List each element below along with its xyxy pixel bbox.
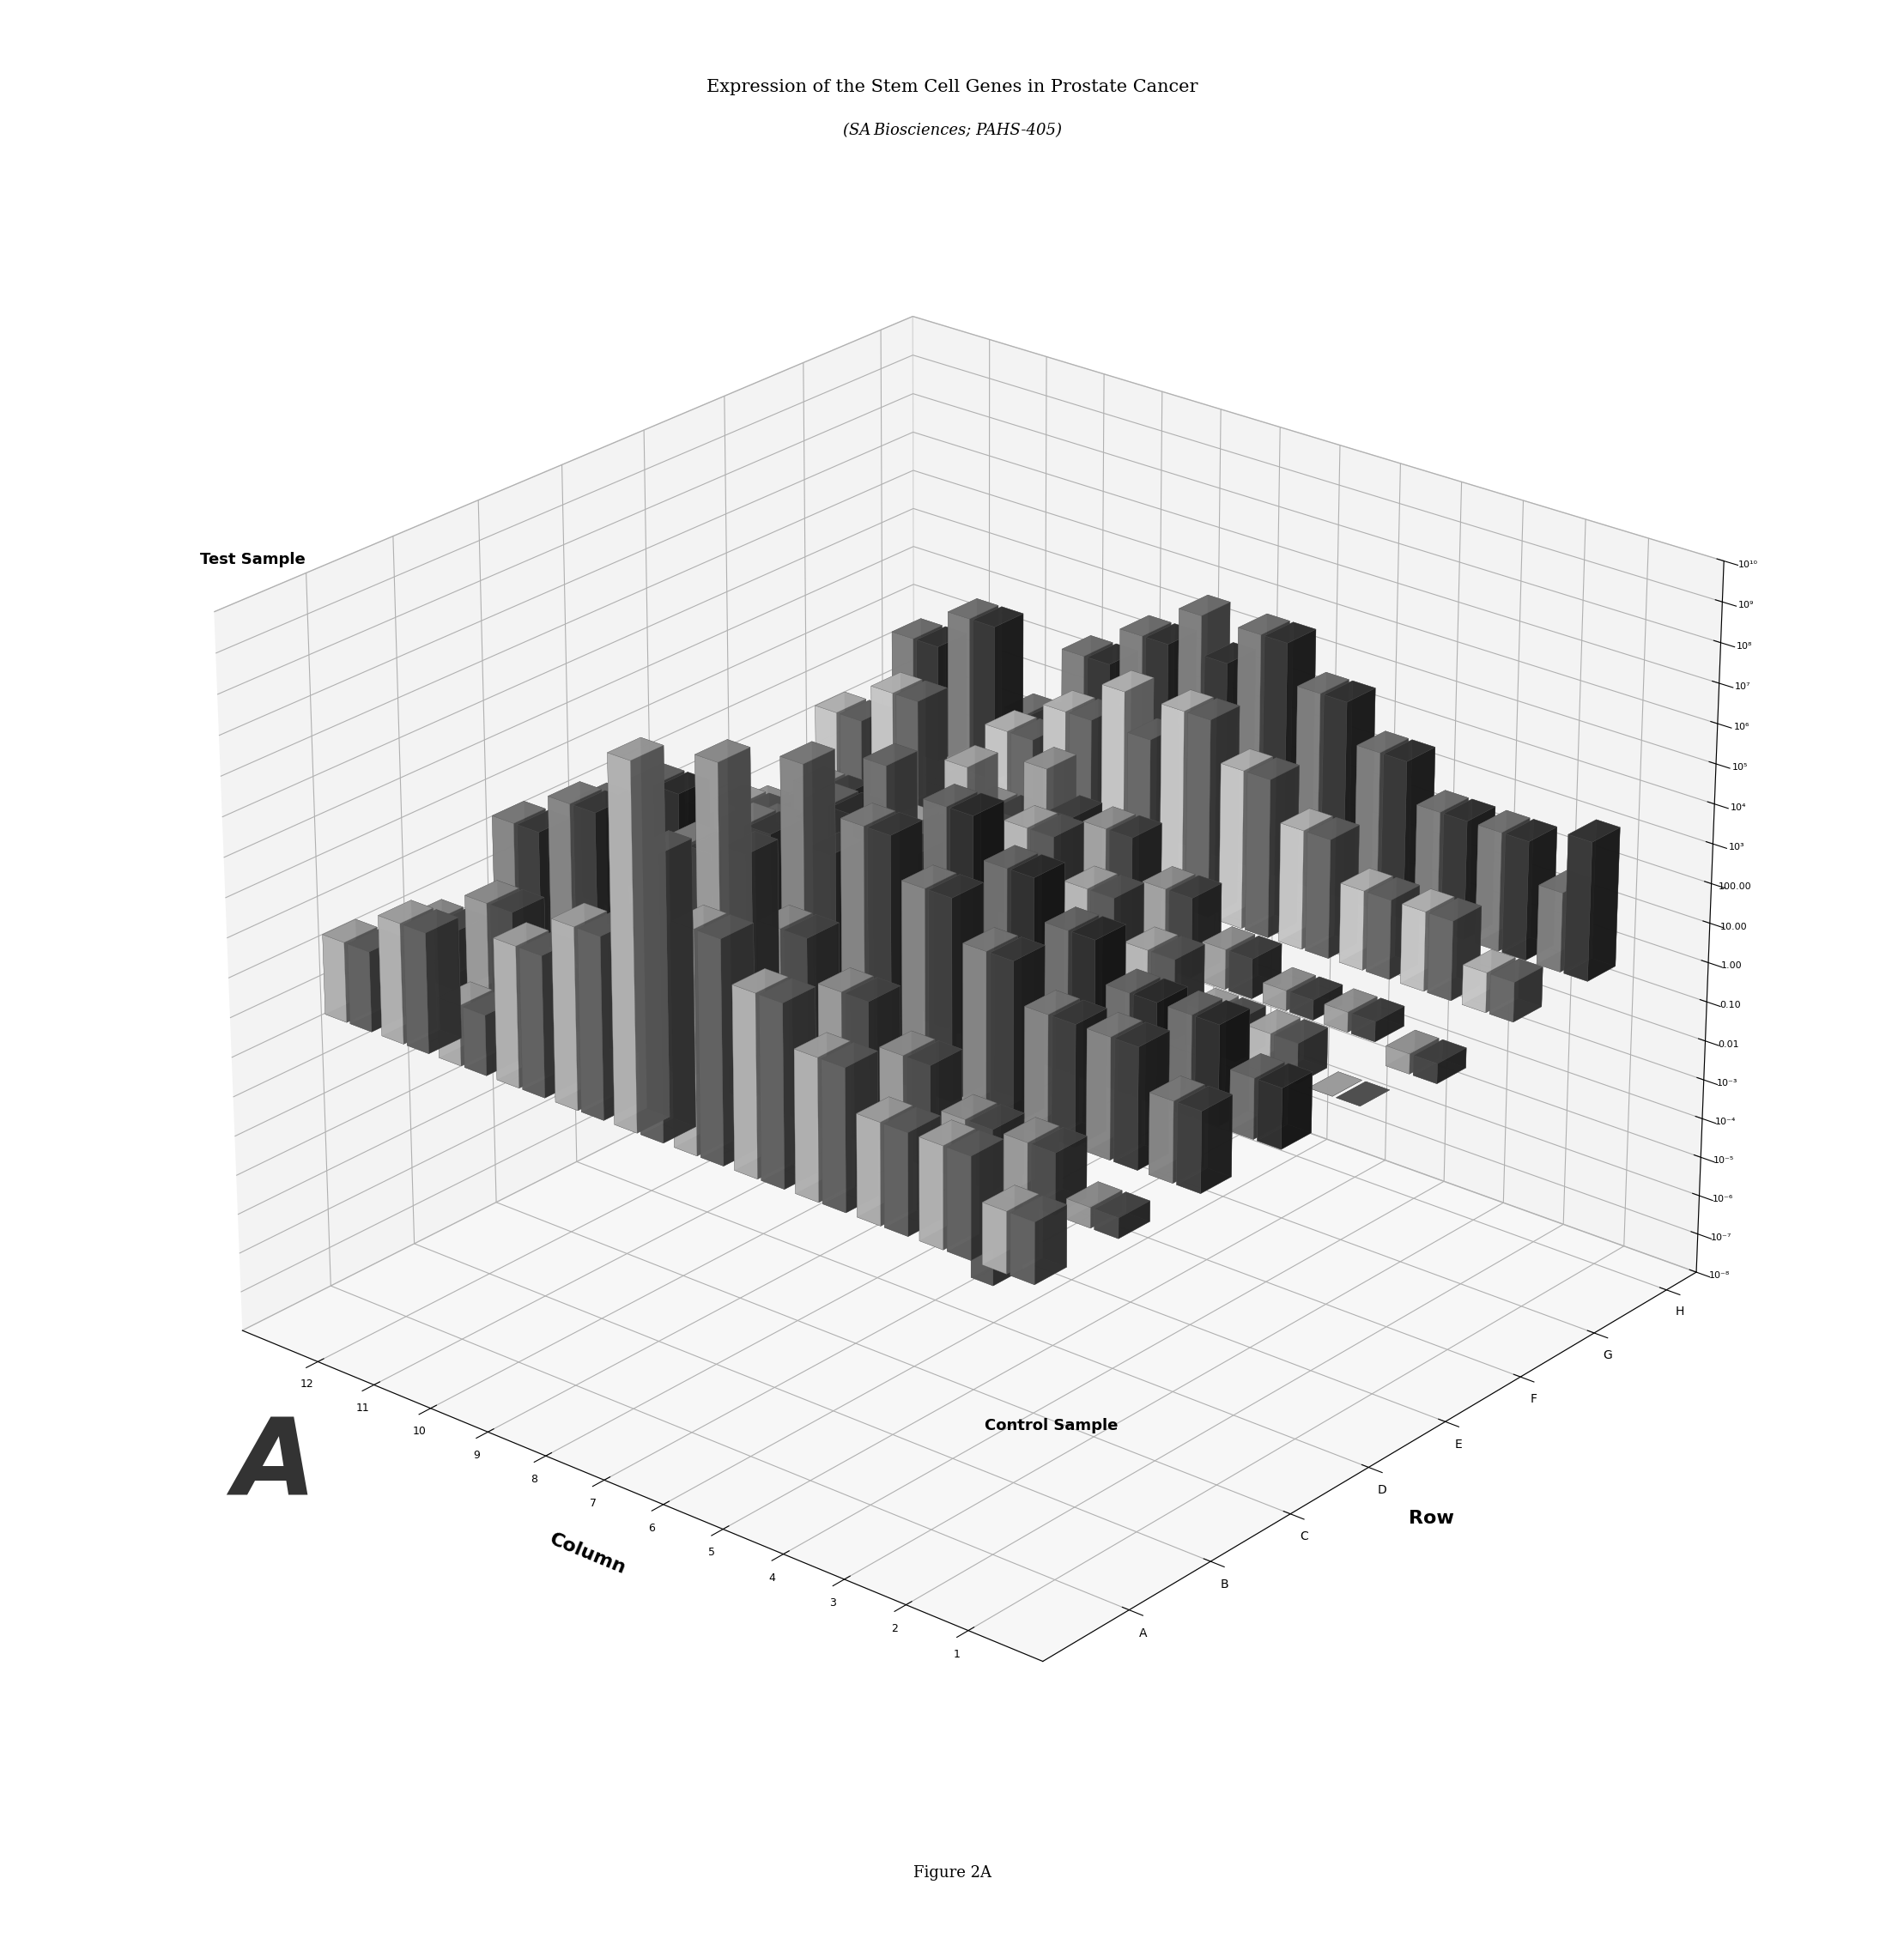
Text: Control Sample: Control Sample — [984, 1418, 1118, 1433]
Text: A: A — [232, 1414, 316, 1517]
Text: (SA ​Biosciences​; PAHS-405): (SA ​Biosciences​; PAHS-405) — [843, 123, 1061, 138]
X-axis label: Column: Column — [546, 1531, 628, 1577]
Text: Expression of the Stem Cell Genes in Prostate Cancer: Expression of the Stem Cell Genes in Pro… — [706, 80, 1198, 95]
Text: Test Sample: Test Sample — [200, 552, 307, 568]
Text: Figure 2A: Figure 2A — [912, 1865, 992, 1881]
Y-axis label: Row: Row — [1409, 1509, 1455, 1527]
